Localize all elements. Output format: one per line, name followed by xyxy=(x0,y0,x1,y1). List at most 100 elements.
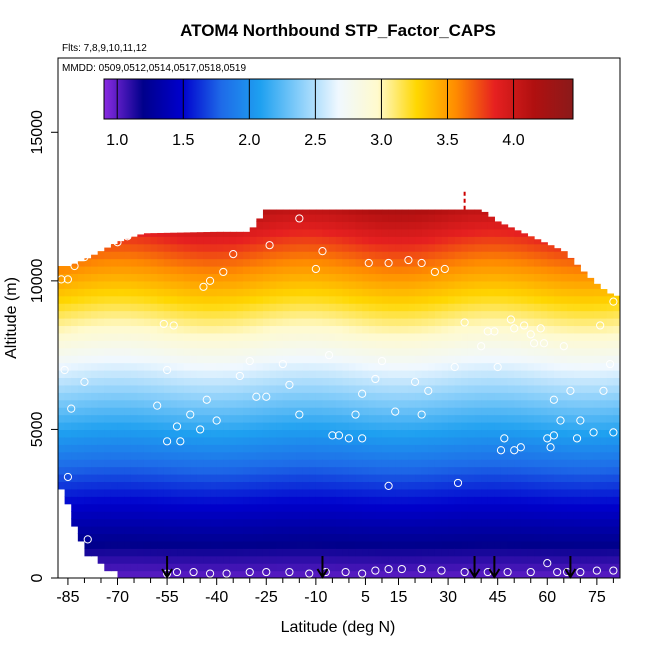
field-cell xyxy=(97,318,105,327)
field-cell xyxy=(157,526,165,535)
field-cell xyxy=(375,414,383,423)
field-cell xyxy=(104,332,112,341)
field-cell xyxy=(368,555,376,564)
field-cell xyxy=(223,392,231,401)
field-cell xyxy=(573,540,581,549)
field-cell xyxy=(216,325,224,334)
field-cell xyxy=(236,488,244,497)
field-cell xyxy=(335,474,343,483)
field-cell xyxy=(276,503,284,512)
field-cell xyxy=(124,325,132,334)
field-cell xyxy=(454,436,462,445)
field-cell xyxy=(421,303,429,312)
field-cell xyxy=(586,362,595,371)
field-cell xyxy=(276,459,284,468)
field-cell xyxy=(474,347,482,356)
field-cell xyxy=(355,563,363,572)
field-cell xyxy=(137,466,145,475)
field-cell xyxy=(527,280,535,289)
field-cell xyxy=(97,533,105,542)
field-cell xyxy=(368,429,376,438)
field-cell xyxy=(91,474,99,483)
field-cell xyxy=(415,310,423,319)
field-cell xyxy=(514,533,522,542)
field-cell xyxy=(415,332,423,341)
field-cell xyxy=(329,429,337,438)
field-cell xyxy=(534,466,542,475)
field-cell xyxy=(434,526,443,535)
field-cell xyxy=(117,422,125,431)
field-cell xyxy=(395,570,403,578)
field-cell xyxy=(137,488,145,497)
field-cell xyxy=(256,310,264,319)
field-cell xyxy=(322,280,330,289)
field-cell xyxy=(210,377,218,386)
field-cell xyxy=(381,273,390,282)
field-cell xyxy=(229,526,238,535)
field-cell xyxy=(262,266,271,275)
field-cell xyxy=(573,288,581,297)
x-tick-label: 15 xyxy=(390,589,408,606)
field-cell xyxy=(514,377,522,386)
field-cell xyxy=(110,288,119,297)
field-cell xyxy=(448,258,456,267)
field-cell xyxy=(97,332,105,341)
field-cell xyxy=(262,251,271,260)
field-cell xyxy=(500,224,509,230)
field-cell xyxy=(335,540,343,549)
field-cell xyxy=(613,555,620,564)
field-cell xyxy=(322,429,330,438)
field-cell xyxy=(269,503,277,512)
field-cell xyxy=(190,347,198,356)
field-cell xyxy=(150,422,158,431)
field-cell xyxy=(143,444,152,453)
field-cell xyxy=(249,377,257,386)
field-cell xyxy=(606,474,614,483)
field-cell xyxy=(388,429,396,438)
field-cell xyxy=(97,466,105,475)
field-cell xyxy=(256,347,264,356)
field-cell xyxy=(514,273,522,282)
field-cell xyxy=(395,422,403,431)
field-cell xyxy=(203,258,211,267)
field-cell xyxy=(249,474,257,483)
field-cell xyxy=(448,488,456,497)
field-cell xyxy=(514,466,522,475)
field-cell xyxy=(117,488,125,497)
field-cell xyxy=(514,540,522,549)
field-cell xyxy=(514,392,522,401)
field-cell xyxy=(335,459,343,468)
field-cell xyxy=(461,422,469,431)
field-cell xyxy=(481,347,489,356)
field-cell xyxy=(368,266,376,275)
field-cell xyxy=(150,266,158,275)
field-cell xyxy=(170,548,178,557)
field-cell xyxy=(454,318,462,327)
field-cell xyxy=(177,436,185,445)
field-cell xyxy=(586,518,595,527)
field-cell xyxy=(77,414,86,423)
field-cell xyxy=(534,251,542,260)
field-cell xyxy=(606,399,614,408)
field-cell xyxy=(520,496,529,505)
field-cell xyxy=(547,540,555,549)
field-cell xyxy=(355,429,363,438)
field-cell xyxy=(223,474,231,483)
field-cell xyxy=(130,459,138,468)
field-cell xyxy=(163,444,171,453)
sample-point xyxy=(199,282,208,291)
field-cell xyxy=(150,295,158,304)
field-cell xyxy=(428,451,436,460)
field-cell xyxy=(322,563,330,572)
field-cell xyxy=(342,533,350,542)
field-cell xyxy=(216,451,224,460)
field-cell xyxy=(507,555,515,564)
field-cell xyxy=(355,548,363,557)
field-cell xyxy=(573,474,581,483)
field-cell xyxy=(309,280,317,289)
field-cell xyxy=(448,407,456,416)
field-cell xyxy=(342,214,350,223)
field-cell xyxy=(494,563,502,572)
sample-point xyxy=(453,478,463,488)
field-cell xyxy=(269,214,277,223)
